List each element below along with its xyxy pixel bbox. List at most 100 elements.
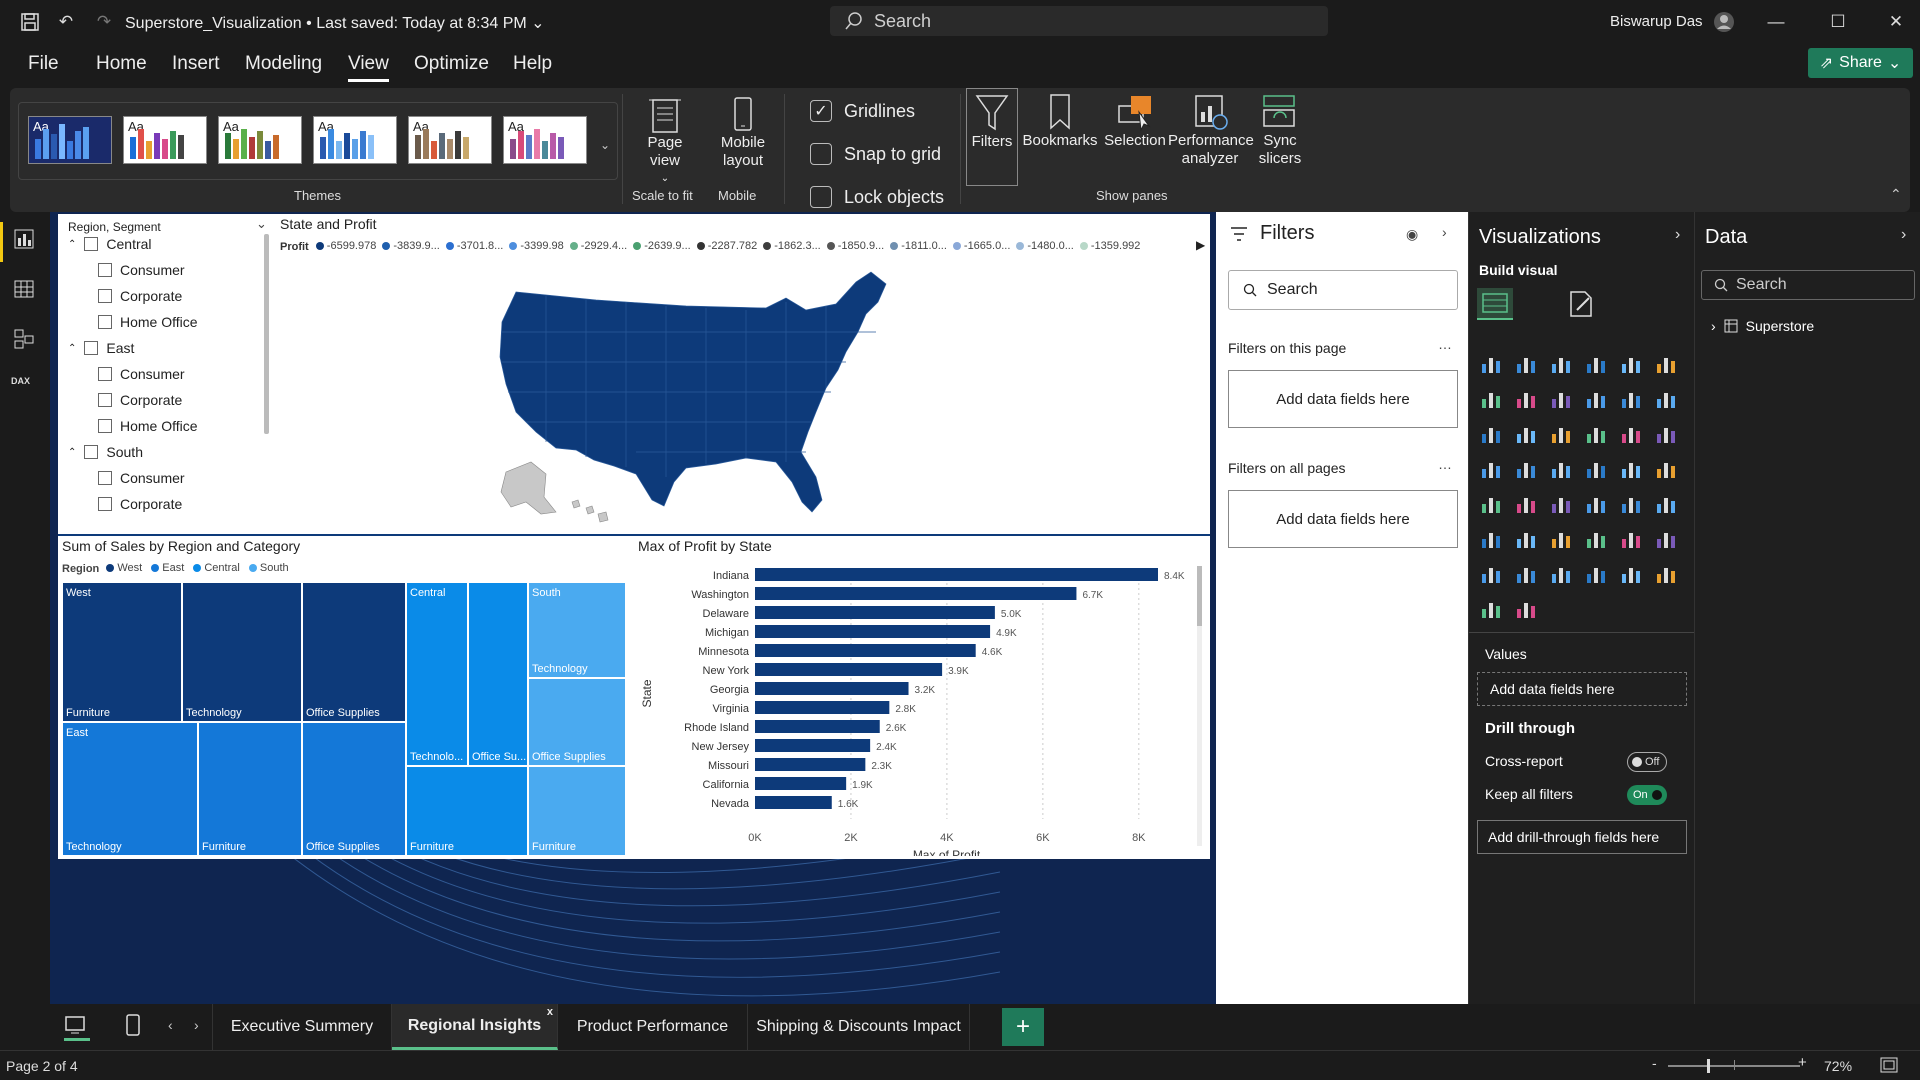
- legend-item-central[interactable]: Central: [193, 562, 240, 574]
- filters-on-page-drop[interactable]: Add data fields here: [1228, 370, 1458, 428]
- more-options-icon[interactable]: …: [1438, 336, 1452, 352]
- fit-to-page-icon[interactable]: [1880, 1057, 1898, 1073]
- dax-query-view-icon[interactable]: DAX: [11, 376, 31, 386]
- visual-type-icon[interactable]: [1514, 422, 1540, 448]
- visual-type-icon[interactable]: [1584, 527, 1610, 553]
- close-icon[interactable]: ✕: [1888, 12, 1904, 31]
- visual-type-icon[interactable]: [1479, 527, 1505, 553]
- us-map[interactable]: [486, 262, 906, 532]
- region-segment-slicer[interactable]: Region, Segment ⌄ ⌃ Central Consumer Corp…: [58, 214, 276, 534]
- visual-type-icon[interactable]: [1479, 562, 1505, 588]
- visual-type-icon[interactable]: [1514, 352, 1540, 378]
- snap-to-grid-checkbox[interactable]: Snap to grid: [810, 143, 941, 165]
- menu-view[interactable]: View: [348, 53, 389, 82]
- bar[interactable]: [755, 625, 991, 638]
- bar[interactable]: [755, 682, 909, 695]
- bar[interactable]: [755, 739, 871, 752]
- visual-type-icon[interactable]: [1584, 352, 1610, 378]
- drill-through-drop-zone[interactable]: Add drill-through fields here: [1477, 820, 1687, 854]
- page-view-button[interactable]: Page view ⌄: [632, 96, 698, 188]
- visual-type-icon[interactable]: [1549, 387, 1575, 413]
- menu-modeling[interactable]: Modeling: [245, 53, 323, 74]
- map-legend-item[interactable]: -1811.0...: [890, 240, 947, 252]
- slicer-item[interactable]: Home Office: [98, 418, 198, 434]
- previous-page-icon[interactable]: ‹: [168, 1017, 173, 1033]
- visual-type-icon[interactable]: [1549, 457, 1575, 483]
- bar-chart-svg[interactable]: 0K 2K 4K 6K 8K Indiana 8.4K Washington 6.7K Delaw…: [633, 556, 1208, 856]
- gridlines-checkbox[interactable]: ✓ Gridlines: [810, 100, 915, 122]
- themes-more-icon[interactable]: ⌄: [600, 138, 611, 152]
- sales-treemap[interactable]: Sum of Sales by Region and Category Regi…: [58, 536, 633, 859]
- slicer-item[interactable]: Consumer: [98, 262, 185, 278]
- tab-shipping-discounts-impact[interactable]: Shipping & Discounts Impact: [748, 1004, 970, 1050]
- bar[interactable]: [755, 720, 880, 733]
- treemap-cell-south-furniture[interactable]: Furniture: [528, 766, 626, 856]
- visual-type-icon[interactable]: [1584, 562, 1610, 588]
- share-button[interactable]: ⇗ Share ⌄: [1808, 48, 1913, 78]
- next-page-icon[interactable]: ›: [194, 1017, 199, 1033]
- treemap-cell-south-technology[interactable]: South Technology: [528, 582, 626, 678]
- filters-search-input[interactable]: Search: [1228, 270, 1458, 310]
- map-legend-item[interactable]: -2929.4...: [569, 240, 627, 252]
- visual-type-icon[interactable]: [1619, 387, 1645, 413]
- legend-item-west[interactable]: West: [106, 562, 142, 574]
- visual-type-icon[interactable]: [1514, 527, 1540, 553]
- collapse-pane-icon[interactable]: ›: [1901, 226, 1907, 243]
- visual-type-icon[interactable]: [1549, 352, 1575, 378]
- treemap-cell-central-furniture[interactable]: Furniture: [406, 766, 528, 856]
- visual-type-icon[interactable]: [1514, 387, 1540, 413]
- build-visual-tab[interactable]: [1477, 288, 1513, 320]
- visual-type-icon[interactable]: [1479, 352, 1505, 378]
- mobile-layout-button[interactable]: Mobile layout: [708, 96, 778, 170]
- menu-file[interactable]: File: [28, 53, 59, 74]
- collapse-pane-icon[interactable]: ›: [1675, 226, 1681, 243]
- visual-type-icon[interactable]: [1549, 492, 1575, 518]
- filters-pane-button[interactable]: Filters: [966, 88, 1018, 186]
- bar[interactable]: [755, 796, 832, 809]
- avatar[interactable]: [1712, 10, 1736, 34]
- map-legend-item[interactable]: -6599.978: [315, 240, 376, 252]
- slicer-item-east[interactable]: ⌃ East: [68, 340, 134, 356]
- undo-icon[interactable]: ↶: [58, 12, 74, 31]
- bar[interactable]: [755, 663, 943, 676]
- max-profit-by-state-chart[interactable]: Max of Profit by State 0K 2K 4K 6K 8K Indiana…: [633, 536, 1210, 859]
- visual-type-icon[interactable]: [1654, 562, 1680, 588]
- visual-type-icon[interactable]: [1584, 457, 1610, 483]
- map-legend-item[interactable]: -1862.3...: [763, 240, 821, 252]
- visual-type-icon[interactable]: [1584, 422, 1610, 448]
- map-legend-item[interactable]: -1665.0...: [952, 240, 1010, 252]
- data-search-input[interactable]: Search: [1701, 270, 1915, 300]
- legend-next-icon[interactable]: ▶: [1196, 238, 1206, 252]
- table-view-icon[interactable]: [13, 278, 35, 300]
- visual-type-icon[interactable]: [1619, 457, 1645, 483]
- slicer-item-central[interactable]: ⌃ Central: [68, 236, 152, 252]
- cross-report-toggle[interactable]: Off: [1627, 752, 1667, 772]
- legend-item-south[interactable]: South: [248, 562, 289, 574]
- visual-type-icon[interactable]: [1654, 527, 1680, 553]
- visual-type-icon[interactable]: [1514, 492, 1540, 518]
- tab-product-performance[interactable]: Product Performance: [558, 1004, 748, 1050]
- bar[interactable]: [755, 777, 847, 790]
- slicer-item[interactable]: Corporate: [98, 392, 182, 408]
- visual-type-icon[interactable]: [1479, 457, 1505, 483]
- report-view-icon[interactable]: [13, 228, 35, 250]
- close-tab-icon[interactable]: x: [546, 1006, 553, 1018]
- theme-preview-4[interactable]: Aa: [313, 116, 397, 164]
- visual-type-icon[interactable]: [1549, 527, 1575, 553]
- tab-regional-insights[interactable]: Regional Insights x: [392, 1004, 558, 1050]
- visual-type-icon[interactable]: [1619, 492, 1645, 518]
- visual-type-icon[interactable]: [1619, 562, 1645, 588]
- map-legend-item[interactable]: -3399.98: [509, 240, 564, 252]
- theme-preview-5[interactable]: Aa: [408, 116, 492, 164]
- document-title[interactable]: Superstore_Visualization • Last saved: T…: [125, 13, 545, 33]
- treemap-cell-west-furniture[interactable]: West Furniture: [62, 582, 182, 722]
- lock-objects-checkbox[interactable]: Lock objects: [810, 186, 944, 208]
- bookmarks-pane-button[interactable]: Bookmarks: [1022, 92, 1098, 150]
- visual-type-icon[interactable]: [1514, 457, 1540, 483]
- visual-type-icon[interactable]: [1619, 422, 1645, 448]
- zoom-out-icon[interactable]: -: [1652, 1055, 1657, 1071]
- tab-executive-summery[interactable]: Executive Summery: [212, 1004, 392, 1050]
- collapse-icon[interactable]: ⌃: [68, 446, 77, 458]
- format-visual-tab[interactable]: [1565, 288, 1597, 320]
- visual-type-icon[interactable]: [1514, 597, 1540, 623]
